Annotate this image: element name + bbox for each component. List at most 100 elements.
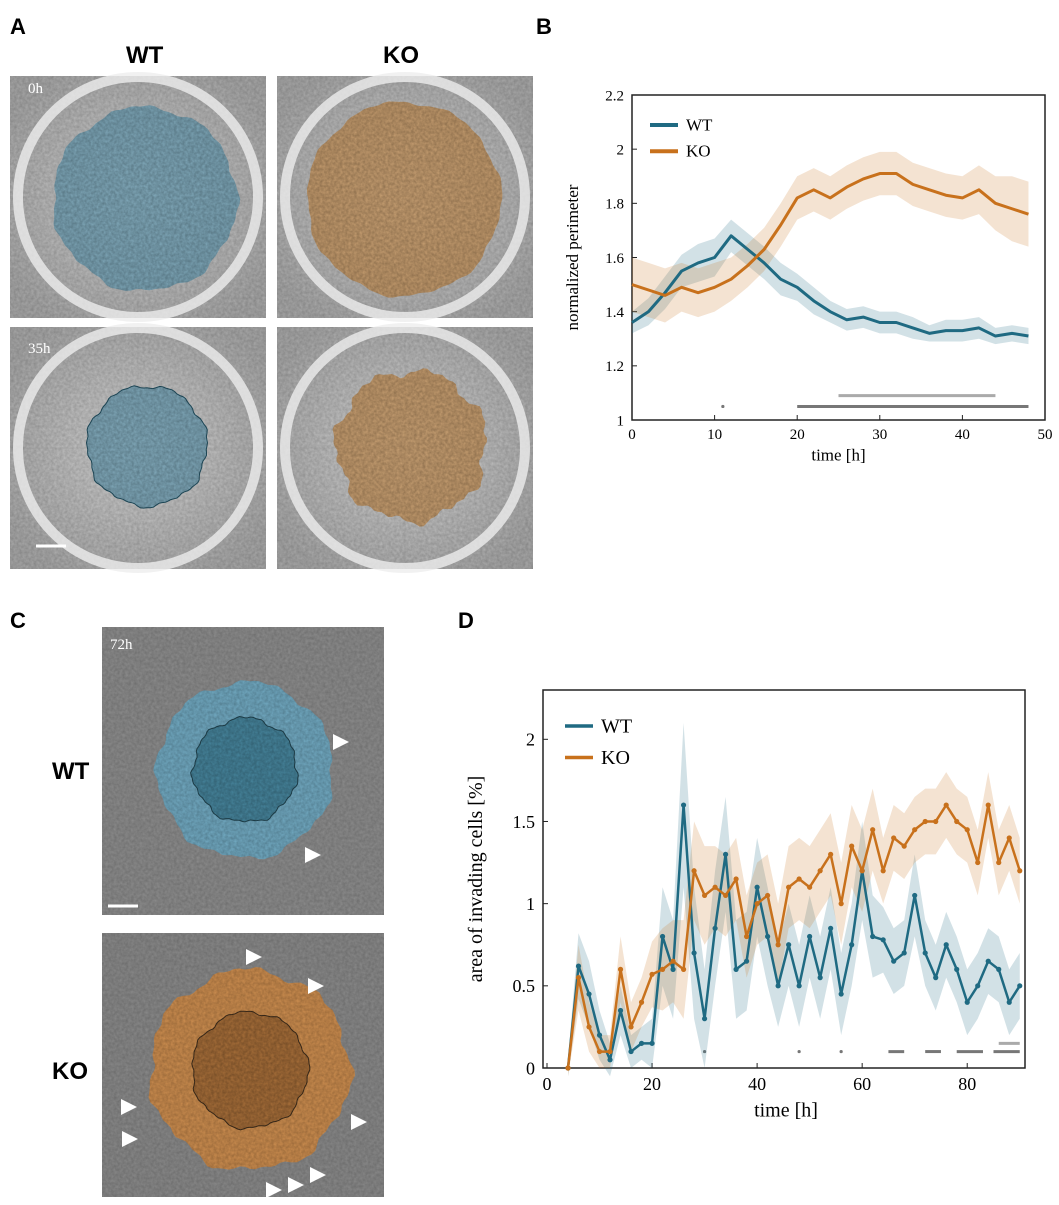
data-point <box>985 802 991 808</box>
data-point <box>733 966 739 972</box>
x-tick-label: 30 <box>872 427 887 443</box>
data-point <box>575 975 582 981</box>
data-point <box>807 884 813 890</box>
well <box>13 323 263 573</box>
data-point <box>996 966 1002 972</box>
data-point <box>628 1024 634 1030</box>
x-tick-label: 50 <box>1038 427 1053 443</box>
data-point <box>744 958 750 964</box>
data-point <box>849 843 855 849</box>
well <box>280 323 530 573</box>
well <box>13 72 263 322</box>
x-tick-label: 40 <box>748 1074 766 1094</box>
arrowhead <box>310 1167 326 1183</box>
arrowhead <box>266 1182 282 1198</box>
data-point <box>975 859 981 866</box>
data-point <box>1017 868 1023 874</box>
data-point <box>975 983 981 989</box>
arrowhead <box>305 847 321 863</box>
data-point <box>680 966 687 972</box>
x-axis-label: time [h] <box>811 446 865 465</box>
data-point <box>691 950 697 956</box>
data-point <box>659 933 666 940</box>
data-point <box>786 942 792 948</box>
data-point <box>964 827 970 833</box>
chart: 0 20 40 60 80 0 0.5 1 1.5 2 time [h] area of invadi… <box>465 689 1026 1122</box>
data-point <box>754 901 760 907</box>
data-point <box>617 1007 624 1014</box>
spheroid-texture <box>53 105 241 291</box>
data-point <box>901 950 907 956</box>
plot-frame <box>542 689 1026 1069</box>
data-point <box>807 933 813 940</box>
data-point <box>575 963 582 969</box>
data-point <box>712 884 718 890</box>
column-title: KO <box>383 42 419 69</box>
panel-label: B <box>536 14 552 39</box>
data-point <box>691 868 697 874</box>
y-tick-label: 1.5 <box>513 812 536 832</box>
data-point <box>775 942 781 948</box>
data-point <box>754 884 760 890</box>
data-point <box>817 975 823 981</box>
data-point <box>586 991 592 997</box>
data-point <box>680 802 687 808</box>
panel-label: D <box>458 608 474 633</box>
series-line <box>566 803 1021 1069</box>
arrowhead <box>308 978 324 994</box>
legend-label: KO <box>601 747 630 769</box>
data-point <box>701 892 708 899</box>
y-tick-label: 1 <box>526 894 535 914</box>
spheroid-texture <box>332 368 487 527</box>
data-point <box>1006 835 1012 841</box>
legend-label: KO <box>686 142 711 161</box>
data-point <box>649 971 655 977</box>
arrowhead <box>122 1131 138 1147</box>
y-tick-label: 1.8 <box>605 197 624 213</box>
data-point <box>744 933 750 940</box>
data-point <box>954 966 960 972</box>
well <box>280 72 530 322</box>
time-label: 72h <box>110 637 133 653</box>
y-axis-label: area of invading cells [%] <box>465 776 487 983</box>
arrowhead <box>121 1099 137 1115</box>
data-point <box>733 876 739 882</box>
data-point <box>922 818 928 825</box>
data-point <box>838 991 844 997</box>
data-point <box>638 1040 645 1046</box>
data-point <box>912 827 918 833</box>
data-point <box>964 999 970 1005</box>
data-point <box>659 966 666 972</box>
data-point <box>607 1048 613 1055</box>
row-title: KO <box>52 1058 88 1085</box>
data-point <box>954 818 960 825</box>
data-point <box>786 884 792 890</box>
data-point <box>712 925 718 931</box>
micrograph <box>10 72 266 322</box>
data-point <box>586 1024 592 1030</box>
data-point <box>775 983 781 989</box>
y-tick-label: 0 <box>526 1058 535 1078</box>
significance-dot <box>721 404 725 409</box>
data-point <box>817 868 823 874</box>
data-point <box>985 958 991 964</box>
data-point <box>838 901 844 907</box>
x-tick-label: 10 <box>707 427 722 443</box>
y-tick-label: 2.2 <box>605 88 624 104</box>
arrowhead <box>246 949 262 965</box>
data-point <box>996 859 1002 866</box>
data-point <box>891 835 897 841</box>
x-tick-label: 20 <box>790 427 805 443</box>
legend-label: WT <box>686 115 713 134</box>
y-tick-label: 1.2 <box>605 359 624 375</box>
data-point <box>765 892 771 899</box>
data-point <box>796 876 802 882</box>
data-point <box>943 802 949 808</box>
data-point <box>596 1048 603 1055</box>
significance-dot <box>702 1049 707 1054</box>
y-tick-label: 0.5 <box>513 976 536 996</box>
data-point <box>722 892 729 899</box>
time-label: 0h <box>28 81 44 97</box>
x-tick-label: 20 <box>643 1074 661 1094</box>
